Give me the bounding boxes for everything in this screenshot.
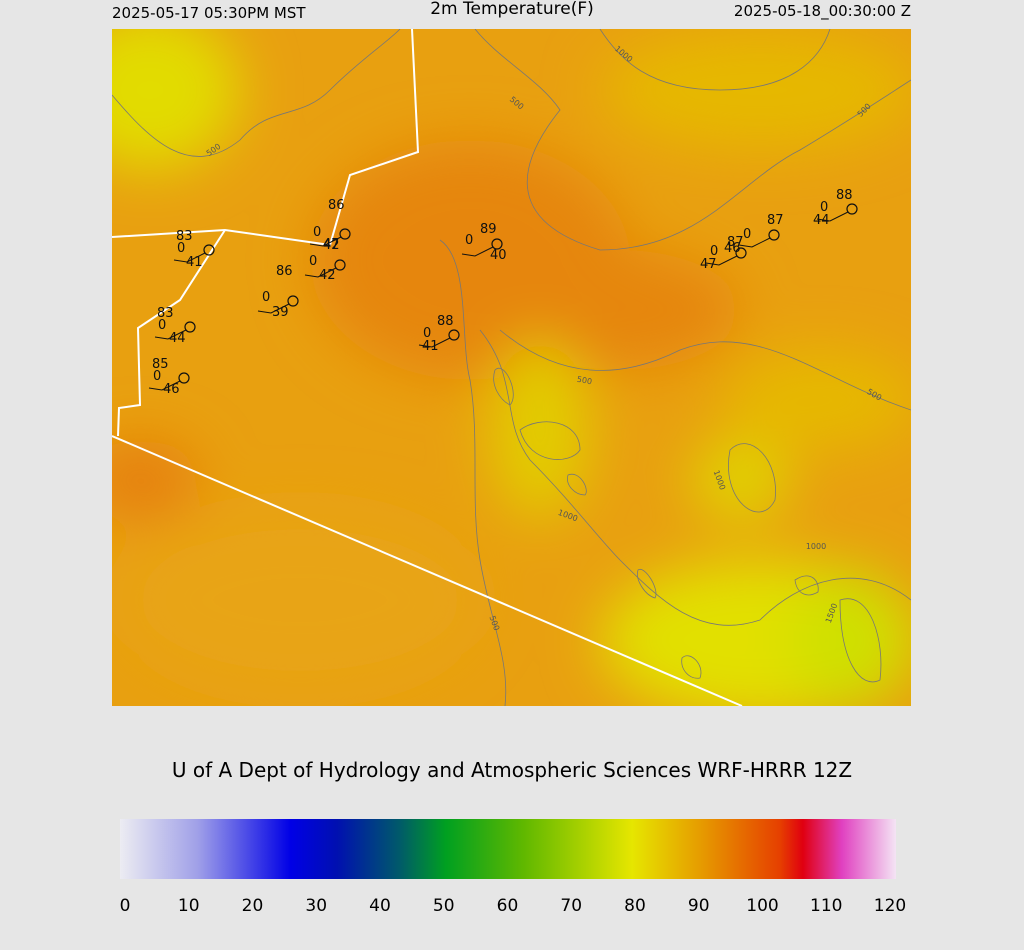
station-circle <box>339 228 351 240</box>
wind-barb <box>418 337 451 348</box>
temperature: 87 <box>727 235 744 250</box>
colorbar-tick-label: 50 <box>433 896 455 916</box>
local-time: 2025-05-17 05:30PM MST <box>112 4 306 22</box>
colorbar-tick-label: 10 <box>178 896 200 916</box>
station: 89 0 40 <box>461 222 507 263</box>
sky-cover: 0 <box>177 241 185 256</box>
colorbar-tick-label: 110 <box>810 896 842 916</box>
station: 86 047 <box>309 198 351 252</box>
sky-cover: 0 <box>423 326 431 341</box>
dewpoint: 40 <box>490 248 507 263</box>
colorbar-tick-label: 80 <box>624 896 646 916</box>
dewpoint: 44 <box>813 213 830 228</box>
colorbar-tick-label: 40 <box>369 896 391 916</box>
colorbar-tick-label: 20 <box>242 896 264 916</box>
dewpoint: 42 <box>319 268 336 283</box>
wind-barb <box>309 236 342 247</box>
colorbar-tick-label: 90 <box>688 896 710 916</box>
dewpoint: 41 <box>186 255 203 270</box>
dewpoint: 39 <box>272 305 289 320</box>
station-circle <box>287 295 299 307</box>
sky-cover: 0 <box>710 244 718 259</box>
station: 87 047 <box>700 235 747 272</box>
colorbar-tick-label: 60 <box>497 896 519 916</box>
wind-barb <box>257 303 290 314</box>
sky-cover: 0 <box>262 290 270 305</box>
station-circle <box>768 229 780 241</box>
sky-cover: 0 <box>309 254 317 269</box>
wind-barb <box>304 267 337 278</box>
station-circle <box>178 372 190 384</box>
temperature: 42 <box>323 238 340 253</box>
contour-label: 500 <box>576 375 593 387</box>
boundaries <box>112 29 743 706</box>
wind-barb <box>148 380 181 391</box>
dewpoint: 47 <box>700 257 717 272</box>
station-circle <box>203 244 215 256</box>
sky-cover: 0 <box>153 369 161 384</box>
dewpoint: 44 <box>169 331 186 346</box>
sky-cover: 0 <box>743 227 751 242</box>
temperature: 83 <box>157 306 174 321</box>
station: 88 041 <box>418 314 460 354</box>
colorbar-tick-label: 30 <box>305 896 327 916</box>
temperature: 87 <box>767 213 784 228</box>
wind-barb <box>461 246 494 257</box>
temperature: 83 <box>176 229 193 244</box>
colorbar-tick-label: 0 <box>120 896 131 916</box>
dewpoint: 41 <box>422 339 439 354</box>
station-circle <box>184 321 196 333</box>
temperature: 85 <box>152 357 169 372</box>
temperature: 88 <box>437 314 454 329</box>
colorbar-tick-label: 70 <box>560 896 582 916</box>
colorbar <box>120 819 896 879</box>
temperature: 86 <box>328 198 345 213</box>
credit: U of A Dept of Hydrology and Atmospheric… <box>172 758 852 782</box>
temperature: 89 <box>480 222 497 237</box>
utc-time: 2025-05-18_00:30:00 Z <box>734 2 911 21</box>
wind-barb <box>173 252 206 263</box>
dewpoint: 47 <box>323 237 340 252</box>
sky-cover: 0 <box>465 233 473 248</box>
temperature: 88 <box>836 188 853 203</box>
sky-cover: 0 <box>313 225 321 240</box>
station-circle <box>846 203 858 215</box>
map-title: 2m Temperature(F) <box>430 0 594 19</box>
contour-label: 1000 <box>806 542 826 551</box>
station: 86 039 <box>257 264 299 320</box>
wind-barb <box>738 237 771 248</box>
colorbar-tick-label: 100 <box>746 896 778 916</box>
station-circle <box>334 259 346 271</box>
station: 88 044 <box>813 188 858 228</box>
station-circle <box>448 329 460 341</box>
sky-cover: 0 <box>820 200 828 215</box>
temperature: 86 <box>276 264 293 279</box>
sky-cover: 0 <box>158 318 166 333</box>
station-circle <box>491 238 503 250</box>
station-circle <box>735 247 747 259</box>
dewpoint: 46 <box>163 382 180 397</box>
wind-barb <box>816 211 849 222</box>
wind-barb <box>154 329 187 340</box>
wind-barb <box>705 255 738 266</box>
contours <box>112 29 911 706</box>
colorbar-tick-label: 120 <box>874 896 906 916</box>
